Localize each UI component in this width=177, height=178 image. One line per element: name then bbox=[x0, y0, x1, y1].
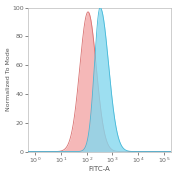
X-axis label: FITC-A: FITC-A bbox=[89, 166, 110, 172]
Y-axis label: Normalized To Mode: Normalized To Mode bbox=[5, 48, 11, 111]
